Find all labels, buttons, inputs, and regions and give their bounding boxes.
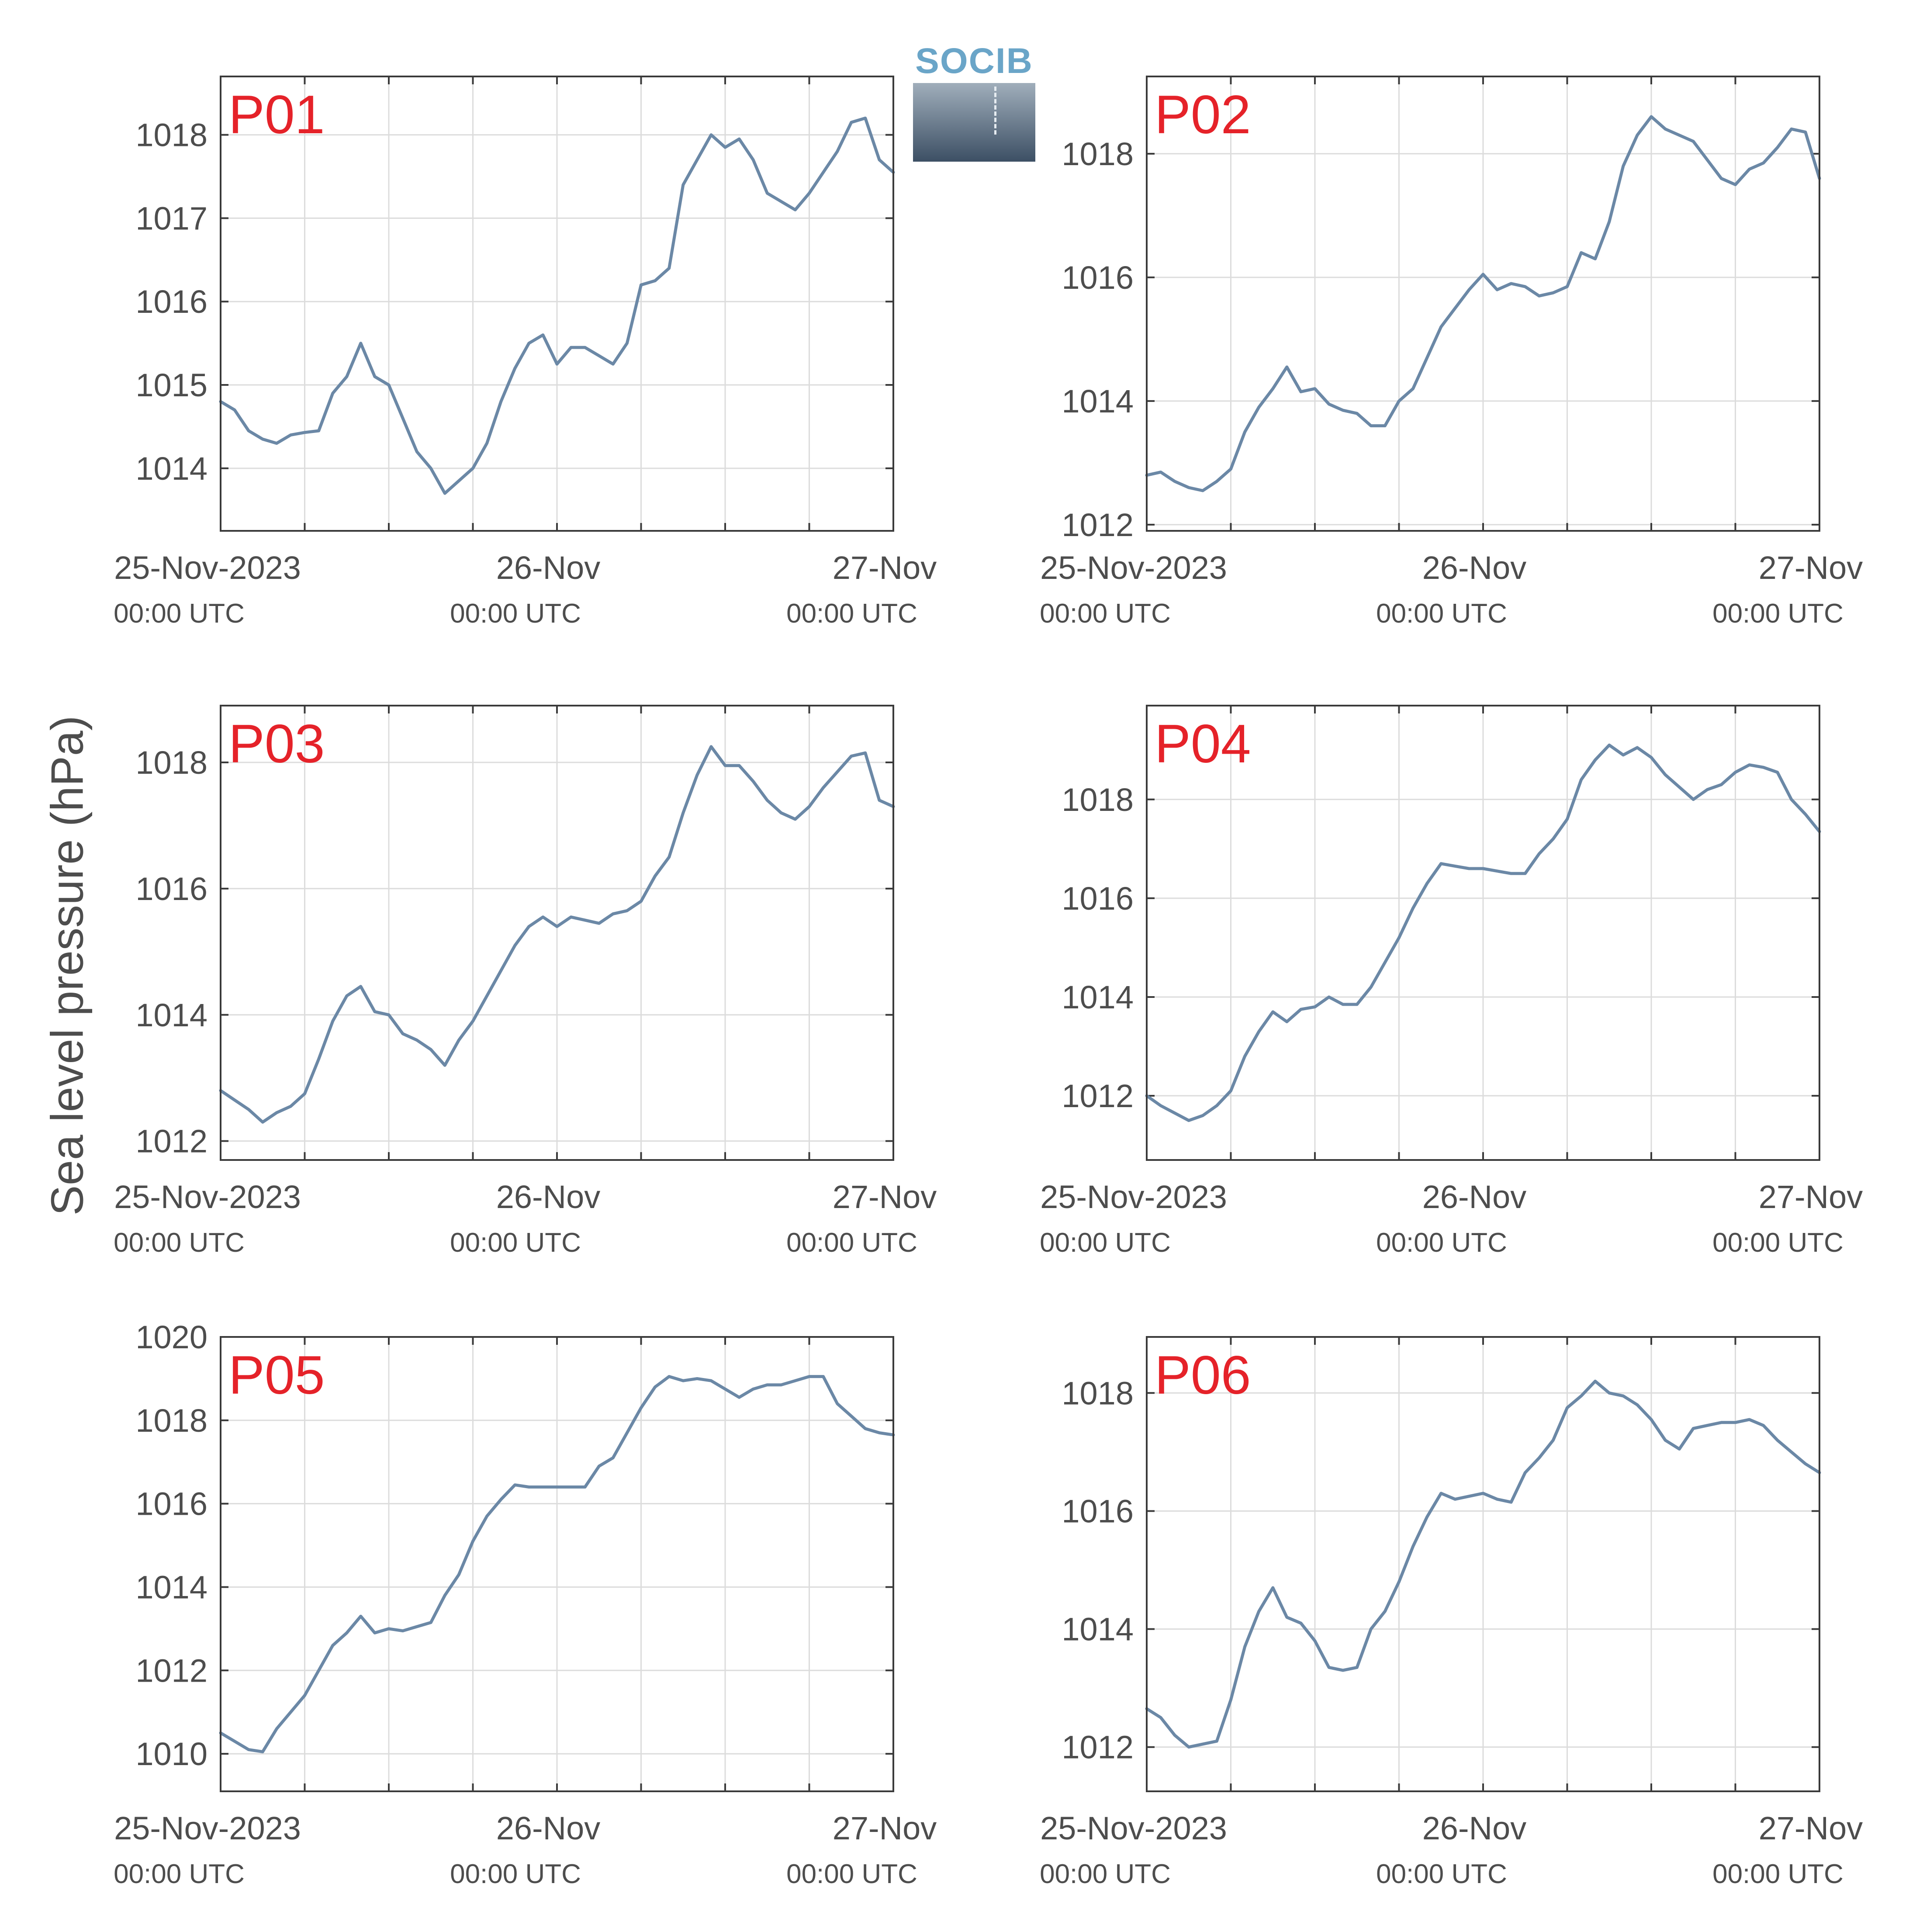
x-tick-sublabel: 00:00 UTC (786, 1228, 917, 1258)
x-tick-label: 26-Nov (496, 1179, 601, 1215)
socib-logo: SOCIB (913, 42, 1035, 164)
y-tick-label: 1014 (1062, 979, 1134, 1015)
x-tick-sublabel: 00:00 UTC (1712, 599, 1843, 629)
x-tick-sublabel: 00:00 UTC (1712, 1859, 1843, 1889)
x-tick-label: 25-Nov-2023 (114, 1179, 301, 1215)
x-tick-label: 25-Nov-2023 (114, 1810, 301, 1846)
panel-label: P04 (1155, 714, 1251, 774)
y-tick-label: 1018 (1062, 136, 1134, 172)
y-tick-label: 1012 (1062, 1729, 1134, 1766)
plot-area: 1012 1014 1016 1018 P06 25-Nov-2023 00:00 UTC 2… (1040, 1336, 1863, 1889)
chart-panel-p02: 1012 1014 1016 1018 P02 25-Nov-2023 00:00 UTC 2… (1040, 76, 1863, 629)
x-tick-sublabel: 00:00 UTC (786, 599, 917, 629)
x-tick-label: 26-Nov (1422, 1810, 1527, 1846)
x-tick-sublabel: 00:00 UTC (450, 599, 581, 629)
plot-area: 1012 1014 1016 1018 P02 25-Nov-2023 00:00 UTC 2… (1040, 76, 1863, 629)
series-line (1145, 1379, 1821, 1749)
chart-panel-p05: 1010 1012 1014 1016 1018 1020 P05 25-Nov-2023 00… (114, 1319, 937, 1889)
x-tick-sublabel: 00:00 UTC (114, 599, 245, 629)
logo-wordmark: SOCIB (915, 41, 1033, 81)
y-tick-label: 1012 (135, 1123, 208, 1160)
panel-label: P01 (228, 85, 325, 145)
axes-frame (220, 1336, 894, 1792)
plot-area: 1010 1012 1014 1016 1018 1020 P05 25-Nov-2023 00… (114, 1319, 937, 1889)
logo-graphic (913, 83, 1035, 162)
y-tick-label: 1015 (135, 367, 208, 403)
y-tick-label: 1018 (1062, 1375, 1134, 1411)
x-tick-sublabel: 00:00 UTC (786, 1859, 917, 1889)
x-tick-sublabel: 00:00 UTC (1376, 1228, 1507, 1258)
y-tick-label: 1016 (1062, 1493, 1134, 1529)
x-tick-label: 25-Nov-2023 (114, 550, 301, 586)
y-tick-label: 1018 (135, 744, 208, 781)
x-tick-sublabel: 00:00 UTC (450, 1228, 581, 1258)
x-tick-sublabel: 00:00 UTC (1712, 1228, 1843, 1258)
x-tick-sublabel: 00:00 UTC (1376, 599, 1507, 629)
y-tick-label: 1018 (1062, 782, 1134, 818)
x-tick-label: 26-Nov (496, 1810, 601, 1846)
plot-area: 1012 1014 1016 1018 P04 25-Nov-2023 00:00 UTC 2… (1040, 705, 1863, 1258)
y-tick-label: 1014 (135, 450, 208, 487)
y-tick-label: 1020 (135, 1319, 208, 1355)
x-tick-label: 26-Nov (1422, 1179, 1527, 1215)
y-tick-label: 1012 (135, 1652, 208, 1689)
y-tick-label: 1016 (1062, 260, 1134, 296)
x-tick-label: 27-Nov (833, 550, 937, 586)
x-tick-label: 25-Nov-2023 (1040, 1810, 1227, 1846)
y-tick-label: 1010 (135, 1736, 208, 1772)
series-line (1145, 743, 1821, 1122)
chart-panel-p03: 1012 1014 1016 1018 P03 25-Nov-2023 00:00 UTC 2… (114, 705, 937, 1258)
y-tick-label: 1017 (135, 200, 208, 236)
x-tick-sublabel: 00:00 UTC (114, 1228, 245, 1258)
y-tick-label: 1016 (1062, 880, 1134, 917)
x-tick-sublabel: 00:00 UTC (1040, 1228, 1171, 1258)
shared-y-axis-label: Sea level pressure (hPa) (42, 715, 93, 1216)
panel-label: P06 (1155, 1345, 1251, 1406)
x-tick-sublabel: 00:00 UTC (1040, 1859, 1171, 1889)
panel-label: P05 (228, 1345, 325, 1406)
x-tick-sublabel: 00:00 UTC (114, 1859, 245, 1889)
axes-frame (1146, 705, 1820, 1161)
x-tick-label: 27-Nov (1759, 1179, 1863, 1215)
y-tick-label: 1018 (135, 1402, 208, 1439)
x-tick-label: 26-Nov (1422, 550, 1527, 586)
x-tick-label: 27-Nov (1759, 550, 1863, 586)
series-line (1145, 115, 1821, 492)
chart-panel-p04: 1012 1014 1016 1018 P04 25-Nov-2023 00:00 UTC 2… (1040, 705, 1863, 1258)
chart-panel-p06: 1012 1014 1016 1018 P06 25-Nov-2023 00:00 UTC 2… (1040, 1336, 1863, 1889)
x-tick-label: 25-Nov-2023 (1040, 1179, 1227, 1215)
x-tick-sublabel: 00:00 UTC (450, 1859, 581, 1889)
series-line (219, 116, 895, 495)
y-tick-label: 1012 (1062, 1078, 1134, 1114)
y-tick-label: 1016 (135, 284, 208, 320)
x-tick-label: 25-Nov-2023 (1040, 550, 1227, 586)
x-tick-label: 26-Nov (496, 550, 601, 586)
x-tick-label: 27-Nov (833, 1810, 937, 1846)
y-tick-label: 1012 (1062, 507, 1134, 543)
chart-panel-p01: 1014 1015 1016 1017 1018 P01 25-Nov-2023 00:00 … (114, 76, 937, 629)
panel-label: P02 (1155, 85, 1251, 145)
panel-label: P03 (228, 714, 325, 774)
x-tick-label: 27-Nov (1759, 1810, 1863, 1846)
axes-frame (1146, 1336, 1820, 1792)
series-line (219, 745, 895, 1124)
x-tick-sublabel: 00:00 UTC (1376, 1859, 1507, 1889)
y-tick-label: 1016 (135, 871, 208, 907)
y-tick-label: 1014 (1062, 1611, 1134, 1648)
y-tick-label: 1014 (135, 1569, 208, 1605)
plot-area: 1012 1014 1016 1018 P03 25-Nov-2023 00:00 UTC 2… (114, 705, 937, 1258)
axes-frame (220, 76, 894, 532)
x-tick-sublabel: 00:00 UTC (1040, 599, 1171, 629)
axes-frame (220, 705, 894, 1161)
series-line (219, 1375, 895, 1753)
x-tick-label: 27-Nov (833, 1179, 937, 1215)
plot-area: 1014 1015 1016 1017 1018 P01 25-Nov-2023 00:00 … (114, 76, 937, 629)
axes-frame (1146, 76, 1820, 532)
y-tick-label: 1018 (135, 117, 208, 153)
y-tick-label: 1016 (135, 1486, 208, 1522)
y-tick-label: 1014 (135, 997, 208, 1033)
y-tick-label: 1014 (1062, 383, 1134, 419)
